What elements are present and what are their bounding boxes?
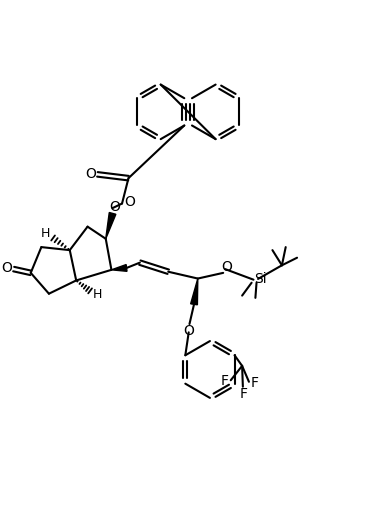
Text: O: O — [109, 200, 120, 213]
Text: O: O — [221, 260, 232, 274]
Text: F: F — [221, 374, 229, 389]
Text: O: O — [124, 195, 135, 209]
Text: H: H — [92, 288, 102, 301]
Text: O: O — [2, 262, 12, 275]
Text: F: F — [240, 386, 248, 401]
Text: O: O — [183, 324, 194, 338]
Polygon shape — [191, 279, 198, 305]
Polygon shape — [106, 212, 116, 239]
Text: F: F — [251, 376, 259, 390]
Polygon shape — [111, 265, 127, 271]
Text: Si: Si — [254, 271, 267, 286]
Text: H: H — [41, 226, 51, 240]
Text: O: O — [85, 167, 96, 180]
